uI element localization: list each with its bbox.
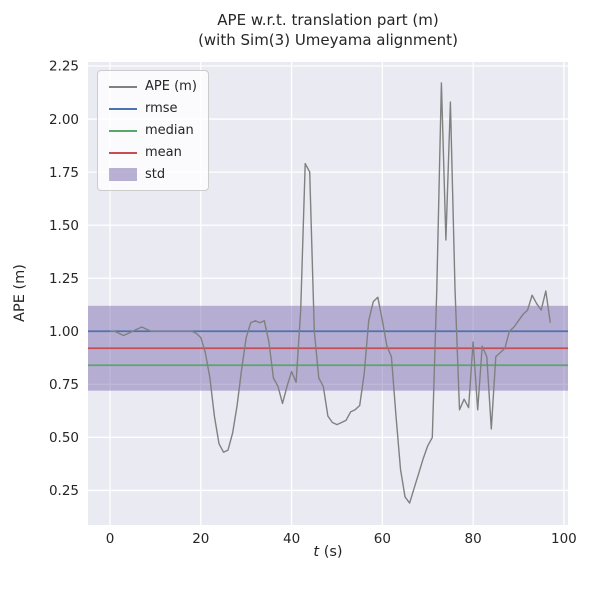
legend-label: mean (145, 145, 182, 160)
y-tick-label: 2.00 (49, 112, 79, 128)
x-tick-label: 60 (374, 531, 391, 547)
legend-item-mean: mean (109, 145, 197, 160)
x-tick-label: 0 (106, 531, 115, 547)
chart-title-line1: APE w.r.t. translation part (m) (217, 11, 439, 29)
legend: APE (m) rmse median mean std (97, 70, 209, 191)
y-tick-label: 1.50 (49, 218, 79, 234)
ape-line (110, 82, 551, 504)
y-tick-label: 1.25 (49, 271, 79, 287)
legend-label: rmse (145, 101, 178, 116)
x-tick-label: 80 (465, 531, 482, 547)
x-axis-label: t (s) (313, 544, 343, 560)
y-tick-label: 1.75 (49, 165, 79, 181)
legend-line-swatch-rmse (109, 107, 137, 110)
y-tick-label: 0.25 (49, 483, 79, 499)
chart-title-line2: (with Sim(3) Umeyama alignment) (198, 31, 458, 49)
legend-item-rmse: rmse (109, 101, 197, 116)
y-axis-label: APE (m) (12, 264, 28, 322)
y-tick-label: 0.75 (49, 377, 79, 393)
legend-label: median (145, 123, 194, 138)
x-tick-label: 40 (283, 531, 300, 547)
y-tick-label: 1.00 (49, 324, 79, 340)
y-tick-label: 2.25 (49, 59, 79, 75)
legend-item-median: median (109, 123, 197, 138)
x-tick-label: 100 (551, 531, 577, 547)
legend-item-std: std (109, 167, 197, 182)
chart-title: APE w.r.t. translation part (m) (with Si… (88, 10, 568, 50)
legend-label: APE (m) (145, 79, 197, 94)
legend-line-swatch-ape (109, 85, 137, 88)
legend-item-ape: APE (m) (109, 79, 197, 94)
legend-label: std (145, 167, 166, 182)
legend-line-swatch-mean (109, 151, 137, 154)
x-tick-label: 20 (192, 531, 209, 547)
legend-line-swatch-median (109, 129, 137, 132)
y-tick-label: 0.50 (49, 430, 79, 446)
legend-patch-swatch-std (109, 168, 137, 181)
